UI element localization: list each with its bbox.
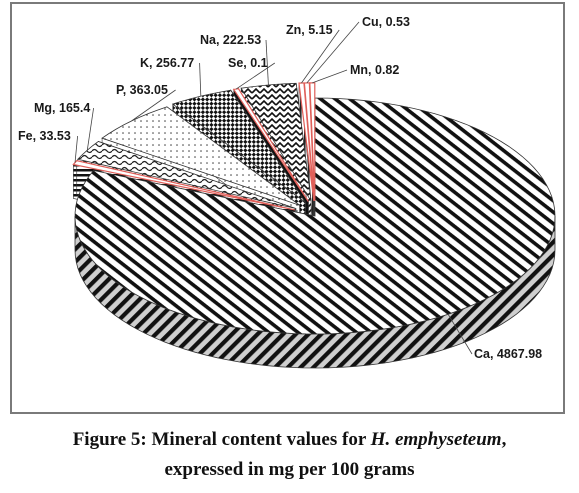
caption-line-2: expressed in mg per 100 grams [164,459,415,480]
leader-mg [86,107,94,151]
figure-caption: Figure 5: Mineral content values for H. … [0,425,579,485]
data-label-ca: Ca, 4867.98 [474,347,542,361]
leader-se [235,62,276,90]
data-label-p: P, 363.05 [116,83,168,97]
data-label-mn: Mn, 0.82 [350,63,399,77]
data-label-zn: Zn, 5.15 [286,23,333,37]
chart-frame: Ca, 4867.98 Fe, 33.53 Mg, 165.4 P, 363.05 K,… [10,2,565,414]
caption-species: H. emphyseteum [370,429,502,450]
leader-mn [312,69,348,84]
data-labels: Ca, 4867.98 Fe, 33.53 Mg, 165.4 P, 363.05 K,… [18,15,542,361]
data-label-cu: Cu, 0.53 [362,15,410,29]
leader-ca [447,313,473,355]
slice-p [101,106,300,206]
caption-prefix: Figure 5: Mineral content values for [72,429,371,450]
data-label-mg: Mg, 165.4 [34,101,90,115]
leader-cu [306,21,360,84]
leader-fe [74,135,78,163]
pie-tops [72,82,556,335]
caption-line-1: Figure 5: Mineral content values for H. … [0,425,579,455]
slice-na [240,82,312,202]
data-label-fe: Fe, 33.53 [18,129,71,143]
leader-p [131,89,176,122]
leader-zn [301,29,340,84]
data-label-se: Se, 0.1 [228,56,268,70]
leader-k [199,62,202,97]
pie-chart: Ca, 4867.98 Fe, 33.53 Mg, 165.4 P, 363.05 K,… [18,15,556,369]
data-label-na: Na, 222.53 [200,33,261,47]
data-label-k: K, 256.77 [140,56,194,70]
slice-ca [74,97,556,335]
caption-suffix: , [501,429,507,450]
leader-lines [74,21,473,355]
leader-na [265,39,269,86]
